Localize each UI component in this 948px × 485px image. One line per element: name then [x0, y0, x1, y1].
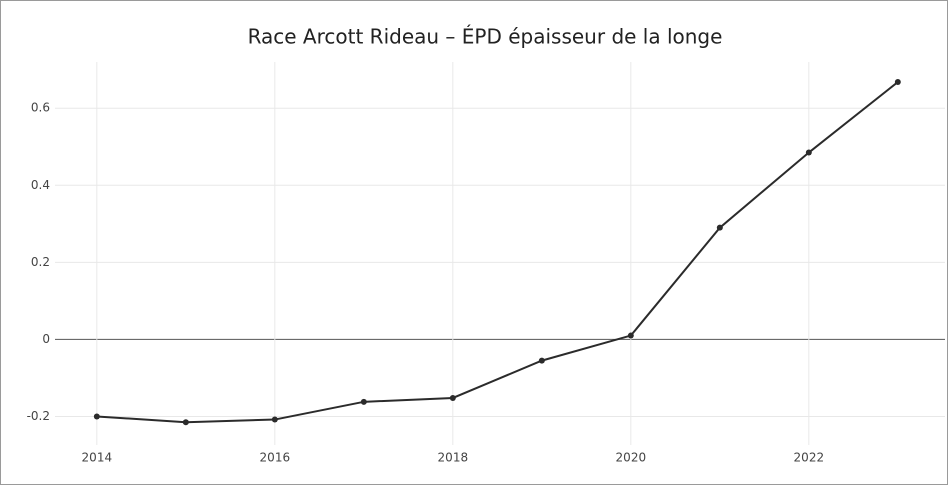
y-tick-label: 0.6 [31, 101, 50, 115]
point [360, 398, 367, 405]
point [538, 357, 545, 364]
point [894, 79, 901, 86]
y-tick-label: -0.2 [27, 409, 50, 423]
point [449, 394, 456, 401]
line [96, 81, 899, 424]
x-tick-label: 2016 [260, 451, 291, 465]
y-tick-label: 0 [42, 332, 50, 346]
point [93, 413, 100, 420]
chart-title: Race Arcott Rideau – ÉPD épaisseur de la… [248, 25, 723, 49]
point [627, 332, 634, 339]
x-tick-label: 2020 [616, 451, 647, 465]
x-tick-label: 2014 [82, 451, 113, 465]
y-tick-label: 0.2 [31, 255, 50, 269]
point [716, 224, 723, 231]
x-tick-label: 2018 [438, 451, 469, 465]
point [182, 419, 189, 426]
point [271, 416, 278, 423]
y-tick-label: 0.4 [31, 178, 50, 192]
point [805, 149, 812, 156]
x-tick-label: 2022 [794, 451, 825, 465]
